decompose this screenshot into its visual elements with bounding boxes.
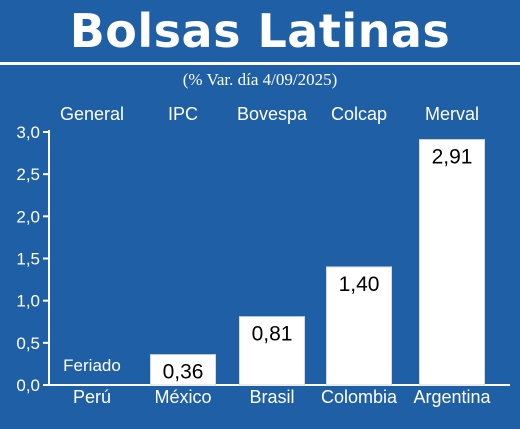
- y-tick-label: 1,0: [16, 292, 40, 311]
- bar-argentina: [419, 139, 485, 386]
- bar-colombia: [326, 266, 392, 386]
- index-name-label: Merval: [425, 104, 479, 124]
- index-name-label: Colcap: [331, 104, 387, 124]
- chart-subtitle: (% Var. día 4/09/2025): [182, 70, 338, 89]
- index-name-label: IPC: [168, 104, 198, 124]
- y-tick-label: 2,5: [16, 165, 40, 184]
- x-category-label: Argentina: [413, 387, 491, 407]
- bar-value-label: 0,36: [163, 361, 204, 384]
- y-tick-label: 3,0: [16, 123, 40, 142]
- y-tick-label: 0,5: [16, 334, 40, 353]
- y-tick-label: 1,5: [16, 250, 40, 269]
- x-category-label: Brasil: [249, 387, 294, 407]
- bar-value-label: 1,40: [339, 273, 380, 296]
- bar-value-label: 2,91: [432, 146, 473, 169]
- index-name-label: General: [60, 104, 124, 124]
- bar-value-label: 0,81: [252, 323, 293, 346]
- x-category-label: Colombia: [321, 387, 398, 407]
- bar-méxico: [150, 354, 216, 386]
- y-tick-label: 0,0: [16, 376, 40, 395]
- x-category-label: México: [154, 387, 211, 407]
- x-category-label: Perú: [73, 387, 111, 407]
- index-name-label: Bovespa: [237, 104, 308, 124]
- bar-brasil: [239, 316, 305, 386]
- holiday-label: Feriado: [63, 356, 121, 375]
- y-tick-label: 2,0: [16, 207, 40, 226]
- title-band: Bolsas Latinas: [0, 0, 520, 65]
- chart-title: Bolsas Latinas: [69, 4, 451, 58]
